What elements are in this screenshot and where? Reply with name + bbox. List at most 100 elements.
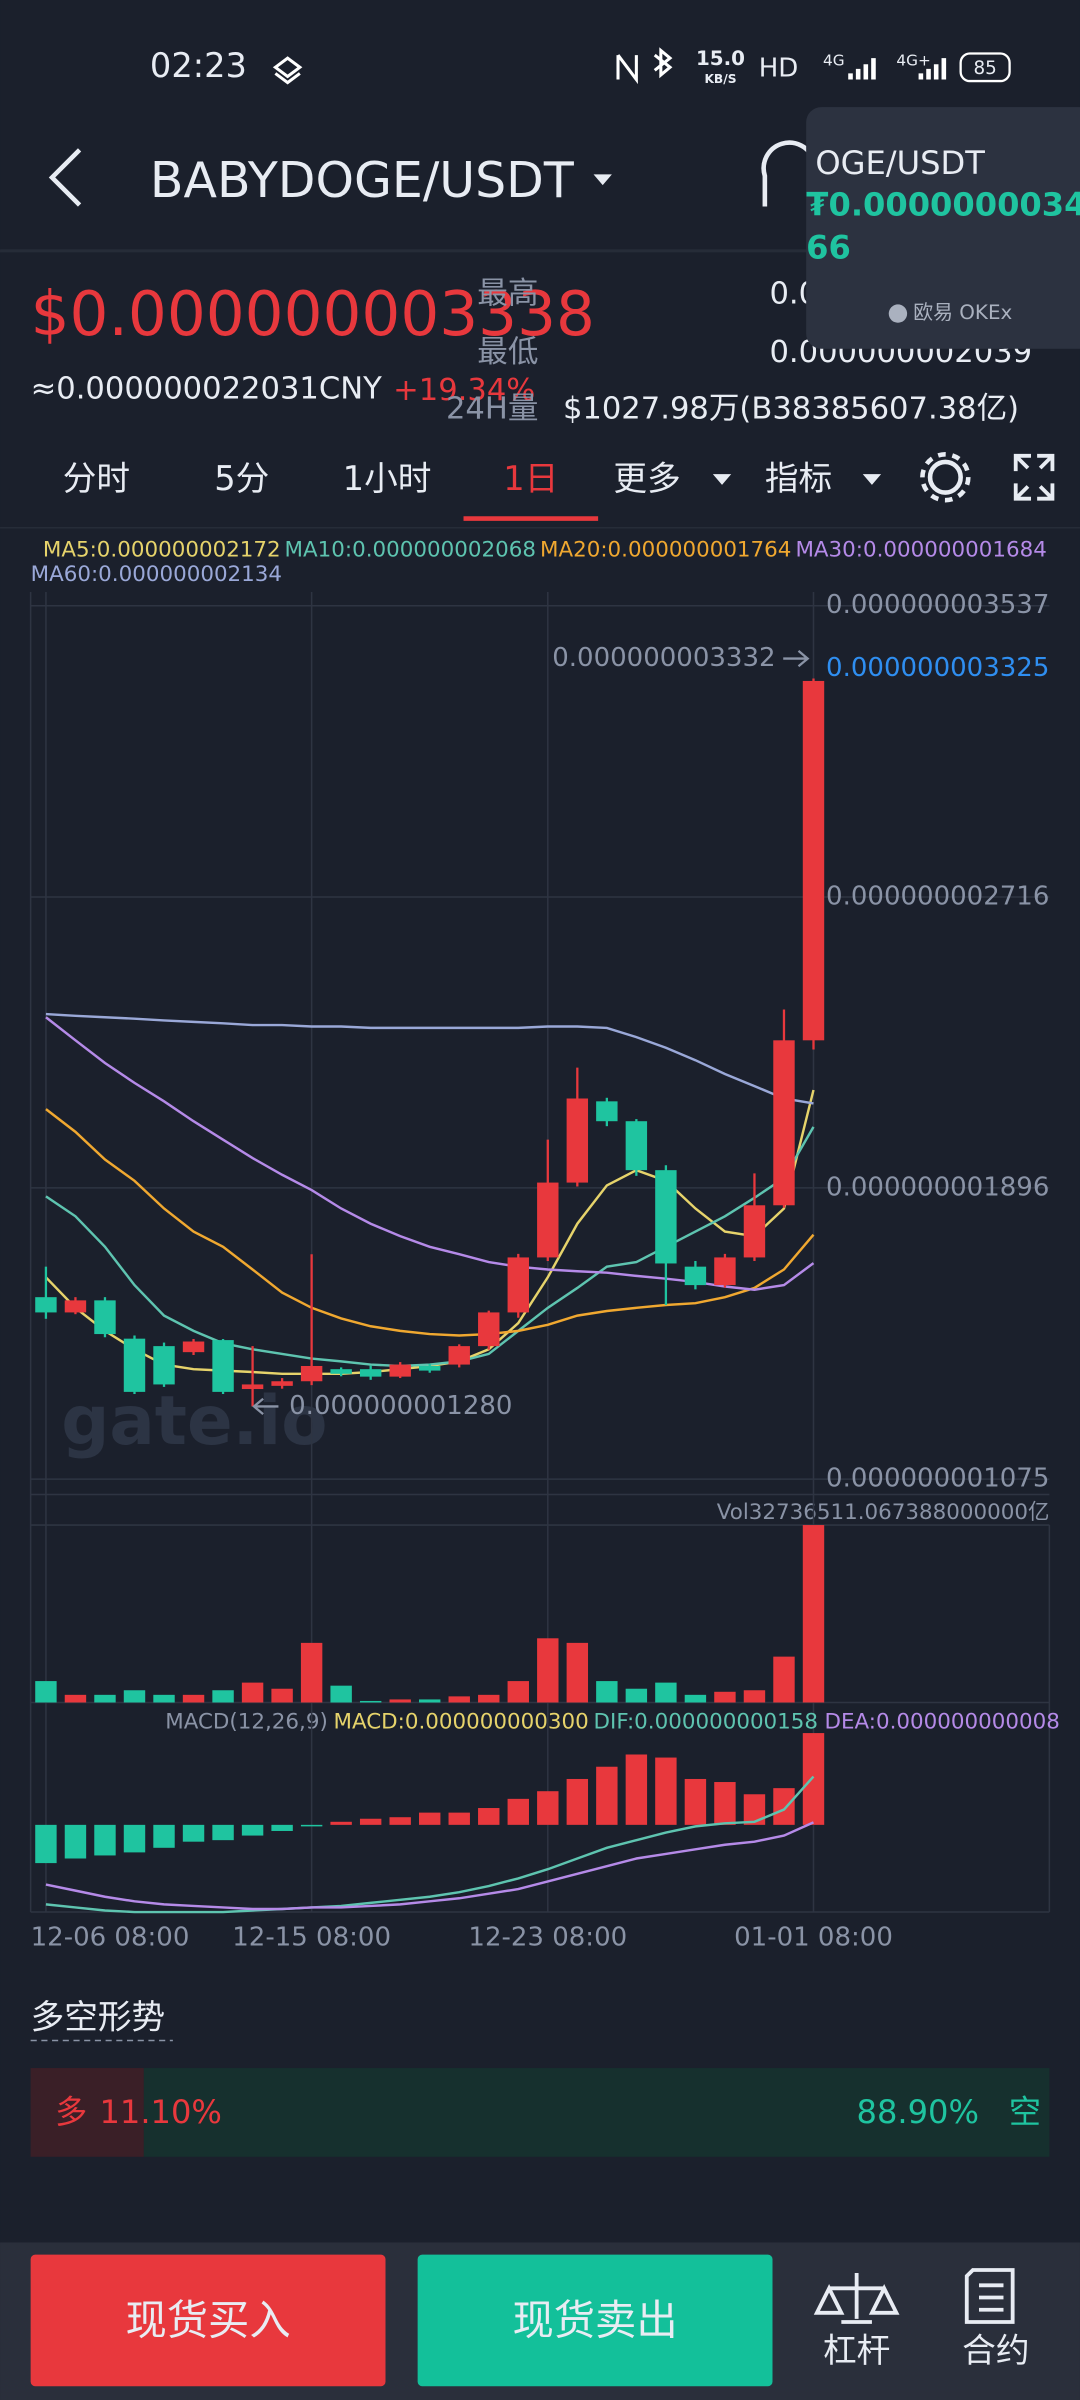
volume-label: Vol32736511.067388000000亿: [717, 1500, 1050, 1525]
battery: [959, 52, 1011, 83]
status-time: 02:23: [150, 46, 247, 85]
macd-bar: [419, 1812, 441, 1825]
fullscreen-icon[interactable]: [1013, 453, 1055, 501]
change: +19.34%: [393, 373, 535, 408]
volume-bar: [566, 1642, 589, 1703]
candle-body: [537, 1182, 559, 1258]
exchange-logo: [888, 304, 908, 323]
tab[interactable]: 1小时: [343, 459, 432, 498]
signal-2: [918, 58, 947, 80]
volume-bar: [743, 1690, 766, 1703]
settings-icon[interactable]: [920, 452, 971, 503]
buy-button[interactable]: [30, 2254, 386, 2387]
long-label: 多: [55, 2093, 87, 2131]
candle-body: [389, 1364, 411, 1377]
battery-level: 85: [973, 58, 996, 79]
ma-line: [45, 1012, 814, 1105]
short-share: [143, 2068, 1050, 2157]
kline-chart: gate.io Vol32736511.067388000000亿 MACD(1…: [29, 538, 1060, 1953]
x-tick-label: 01-01 08:00: [734, 1923, 893, 1953]
volume-bar: [153, 1694, 175, 1703]
tab[interactable]: 5分: [214, 459, 269, 498]
y-tick-label: 0.000000002716: [826, 881, 1049, 911]
candle-body: [714, 1257, 736, 1286]
macd-bar: [714, 1782, 736, 1825]
volume-bar: [684, 1694, 707, 1703]
candle-body: [359, 1369, 382, 1377]
volume-bar: [64, 1694, 87, 1703]
macd-bar: [478, 1808, 500, 1825]
volume-bar: [655, 1682, 677, 1703]
macd-bar: [655, 1757, 677, 1825]
short-label: 空: [1009, 2093, 1041, 2131]
cny-price: ≈0.000000022031CNY: [31, 372, 382, 407]
volume-bar: [507, 1681, 529, 1703]
candle-body: [507, 1257, 529, 1313]
volume-bar: [714, 1691, 736, 1703]
network-1: 4G: [823, 52, 845, 70]
macd-bar: [802, 1733, 825, 1825]
candle-body: [123, 1338, 146, 1392]
candle-body: [35, 1297, 57, 1313]
candle-body: [773, 1040, 795, 1206]
macd-bar: [182, 1824, 205, 1842]
floating-pair: OGE/USDT: [815, 144, 985, 182]
back-button[interactable]: [48, 148, 82, 207]
margin-label[interactable]: 杠杆: [823, 2331, 890, 2370]
candle-body: [64, 1300, 87, 1313]
margin-icon[interactable]: [813, 2273, 900, 2324]
volume-bar: [182, 1694, 205, 1703]
network-2: 4G+: [896, 52, 930, 70]
macd-bar: [241, 1824, 264, 1836]
buy-label[interactable]: 现货买入: [125, 2297, 290, 2345]
x-tick-label: 12-15 08:00: [232, 1923, 391, 1953]
macd-bar: [300, 1824, 323, 1827]
macd-bar: [507, 1798, 529, 1825]
candle-body: [655, 1170, 677, 1264]
volume-bar: [389, 1699, 411, 1703]
y-tick-label: 0.000000001075: [826, 1464, 1049, 1494]
ma-legend: MA60:0.000000002134: [31, 562, 282, 587]
ma-legend: MA30:0.000000001684: [795, 538, 1046, 563]
futures-icon[interactable]: [964, 2268, 1015, 2324]
candle-body: [212, 1340, 234, 1392]
pair-title[interactable]: BABYDOGE/USDT: [150, 152, 575, 209]
y-tick-label: 0.000000003537: [826, 590, 1049, 620]
volume-bar: [241, 1682, 264, 1703]
sell-label[interactable]: 现货卖出: [512, 2297, 677, 2345]
ma-legend: MA10:0.000000002068: [285, 538, 536, 563]
high-marker-arrow: [783, 650, 810, 668]
futures-label[interactable]: 合约: [962, 2331, 1029, 2370]
tab[interactable]: 更多: [613, 459, 680, 498]
floating-price: ₮0.0000000034: [806, 186, 1080, 224]
candle-body: [182, 1341, 205, 1353]
macd-bar: [64, 1824, 87, 1859]
watermark: gate.io: [61, 1382, 327, 1460]
macd-bar: [566, 1778, 589, 1825]
vol-label: 24H量: [446, 391, 538, 426]
volume-bar: [123, 1690, 146, 1703]
vol-value: $1027.98万(B38385607.38亿): [563, 391, 1019, 426]
candle-body: [625, 1121, 648, 1171]
macd-bar: [684, 1778, 707, 1825]
tab[interactable]: 指标: [765, 459, 832, 498]
short-pct: 88.90%: [857, 2093, 979, 2131]
ma-legend: MA20:0.000000001764: [540, 538, 791, 563]
volume-bar: [537, 1638, 559, 1703]
tab[interactable]: 分时: [63, 459, 130, 498]
ma-line: [45, 1108, 815, 1337]
macd-legend: DEA:0.000000000008: [825, 1709, 1060, 1734]
candle-body: [300, 1365, 323, 1382]
pair-dropdown[interactable]: [593, 174, 612, 186]
macd-bar: [448, 1812, 470, 1825]
long-share: [30, 2068, 144, 2157]
macd-bar: [625, 1754, 648, 1825]
floating-window[interactable]: OGE/USDT ₮0.0000000034 66 欧易 OKEx: [806, 107, 1080, 349]
candle-body: [419, 1365, 441, 1371]
sentiment-bar: 多 11.10% 88.90% 空: [30, 2068, 1050, 2157]
macd-bar: [123, 1824, 146, 1853]
high-marker-label: 0.000000003332: [552, 643, 775, 673]
tab[interactable]: 1日: [503, 459, 558, 498]
sell-button[interactable]: [417, 2254, 773, 2387]
